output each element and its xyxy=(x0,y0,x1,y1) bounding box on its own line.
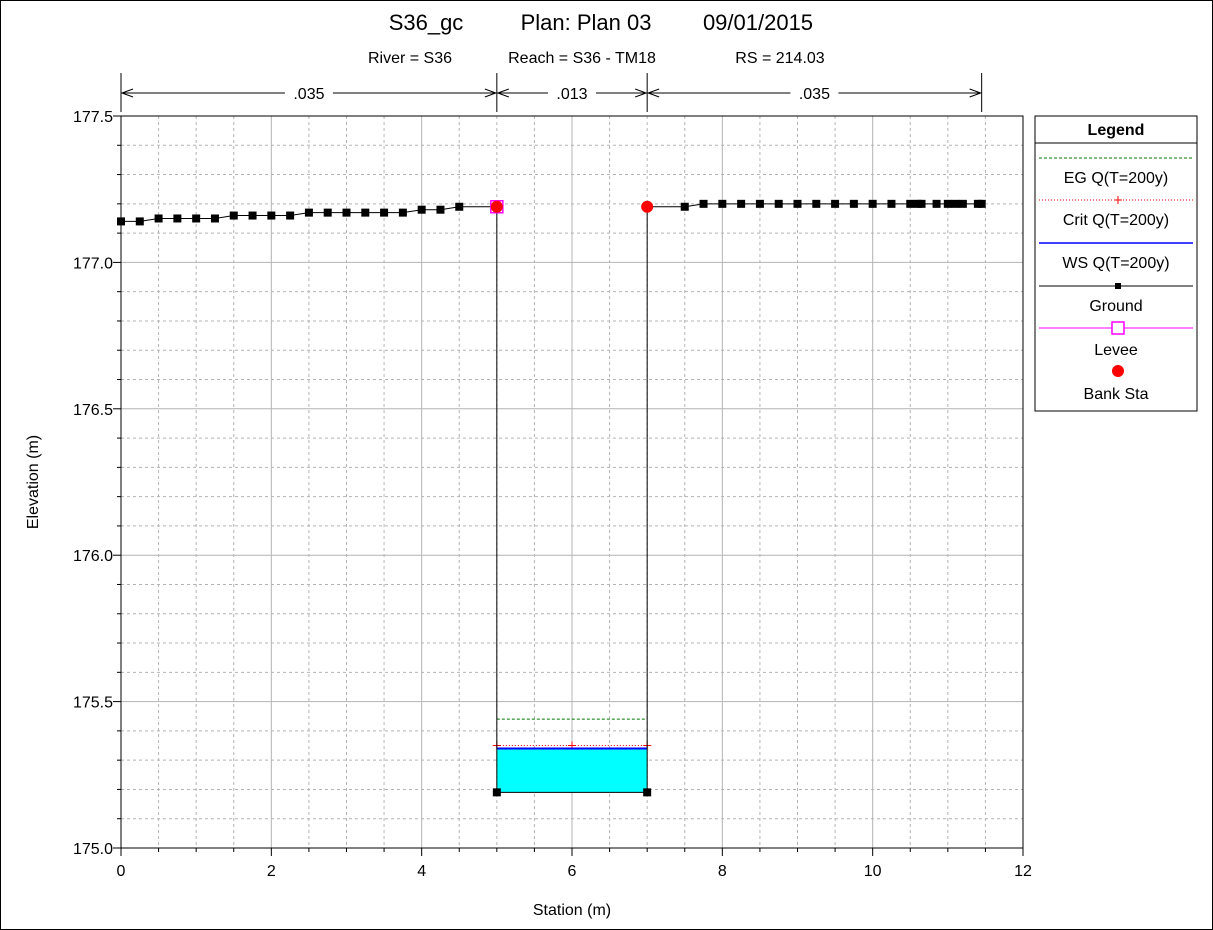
legend-bank-marker xyxy=(1112,365,1124,377)
y-tick-label: 177.5 xyxy=(73,109,113,126)
ground-point xyxy=(248,211,257,220)
legend-box xyxy=(1034,115,1198,412)
legend-title: Legend xyxy=(1088,122,1145,139)
legend-label: Bank Sta xyxy=(1084,386,1149,403)
legend-label: Crit Q(T=200y) xyxy=(1063,212,1169,229)
mannings-n-label: .013 xyxy=(556,86,587,103)
ground-point xyxy=(229,211,238,220)
y-tick-label: 176.5 xyxy=(73,402,113,419)
x-tick-label: 4 xyxy=(417,863,426,880)
chart-title-project: S36_gc xyxy=(389,10,464,35)
y-tick-label: 177.0 xyxy=(73,255,113,272)
ground-point xyxy=(210,214,219,223)
ground-point xyxy=(958,199,967,208)
x-tick-label: 8 xyxy=(718,863,727,880)
ground-point xyxy=(793,199,802,208)
ground-point xyxy=(699,199,708,208)
mannings-n-label: .035 xyxy=(293,86,324,103)
ground-point xyxy=(932,199,941,208)
ground-point xyxy=(680,202,689,211)
y-axis-label: Elevation (m) xyxy=(25,435,42,529)
ground-point xyxy=(455,202,464,211)
x-tick-label: 10 xyxy=(864,863,882,880)
ground-point xyxy=(380,208,389,217)
ground-line xyxy=(121,203,982,793)
chart-title-plan: Plan: Plan 03 xyxy=(521,10,652,35)
legend-ground-marker xyxy=(1115,283,1121,289)
legend: Legend EG Q(T=200y) Crit Q(T=200y) WS Q(T=… xyxy=(1034,115,1198,412)
ground-point xyxy=(831,199,840,208)
ground-point xyxy=(887,199,896,208)
y-tick-label: 176.0 xyxy=(73,548,113,565)
ground-point xyxy=(906,199,915,208)
ground-point xyxy=(154,214,163,223)
x-tick-label: 0 xyxy=(117,863,126,880)
mannings-arrow-head xyxy=(496,88,510,98)
ground-point xyxy=(192,214,201,223)
legend-label: Ground xyxy=(1089,298,1142,315)
ground-point xyxy=(951,199,960,208)
ground-point xyxy=(812,199,821,208)
ground-point xyxy=(342,208,351,217)
ground-point xyxy=(398,208,407,217)
ground-point xyxy=(135,217,144,226)
bank-station-marker xyxy=(641,200,654,213)
legend-label: WS Q(T=200y) xyxy=(1062,255,1169,272)
mannings-arrow-head xyxy=(120,88,134,98)
ground-point xyxy=(492,788,501,797)
x-tick-label: 6 xyxy=(568,863,577,880)
mannings-arrow-head xyxy=(634,88,648,98)
chart-subtitle-rs: RS = 214.03 xyxy=(735,50,825,67)
y-tick-label: 175.5 xyxy=(73,695,113,712)
ground-point xyxy=(643,788,652,797)
ground-point xyxy=(943,199,952,208)
x-tick-label: 12 xyxy=(1014,863,1032,880)
ground-point xyxy=(173,214,182,223)
ground-point xyxy=(917,199,926,208)
ground-point xyxy=(737,199,746,208)
ground-point xyxy=(323,208,332,217)
ground-point xyxy=(304,208,313,217)
ground-point xyxy=(267,211,276,220)
y-tick-label: 175.0 xyxy=(73,841,113,858)
legend-crit-marker xyxy=(1114,196,1122,204)
mannings-arrow-head xyxy=(646,88,660,98)
ground-point xyxy=(436,205,445,214)
mannings-arrow-head xyxy=(484,88,498,98)
legend-label: Levee xyxy=(1094,342,1138,359)
chart-subtitle-reach: Reach = S36 - TM18 xyxy=(508,50,656,67)
ground-point xyxy=(417,205,426,214)
axes: 0 2 4 6 8 10 12 175.0 175.5 176.0 176.5 177.0 177.5 xyxy=(73,109,1032,880)
legend-label: EG Q(T=200y) xyxy=(1064,170,1168,187)
ground-point xyxy=(286,211,295,220)
ground-point xyxy=(361,208,370,217)
ground-point xyxy=(849,199,858,208)
chart-subtitle-river: River = S36 xyxy=(368,50,452,67)
mannings-n-label: .035 xyxy=(799,86,830,103)
ground-point xyxy=(755,199,764,208)
x-axis-label: Station (m) xyxy=(533,902,611,919)
legend-items: EG Q(T=200y) Crit Q(T=200y) WS Q(T=200y) Gr… xyxy=(1039,157,1193,403)
ground-point xyxy=(774,199,783,208)
bank-station-marker xyxy=(490,200,503,213)
ground-point xyxy=(718,199,727,208)
legend-levee-marker xyxy=(1111,321,1125,335)
mannings-n-annotations: .035 .013 .035 xyxy=(120,73,983,112)
grid-lines xyxy=(121,116,1023,848)
ground-point xyxy=(977,199,986,208)
x-tick-label: 2 xyxy=(267,863,276,880)
water-area xyxy=(496,748,648,793)
plot-data xyxy=(117,199,986,797)
mannings-arrow-head xyxy=(969,88,983,98)
ground-point xyxy=(868,199,877,208)
chart-title-date: 09/01/2015 xyxy=(703,10,813,35)
